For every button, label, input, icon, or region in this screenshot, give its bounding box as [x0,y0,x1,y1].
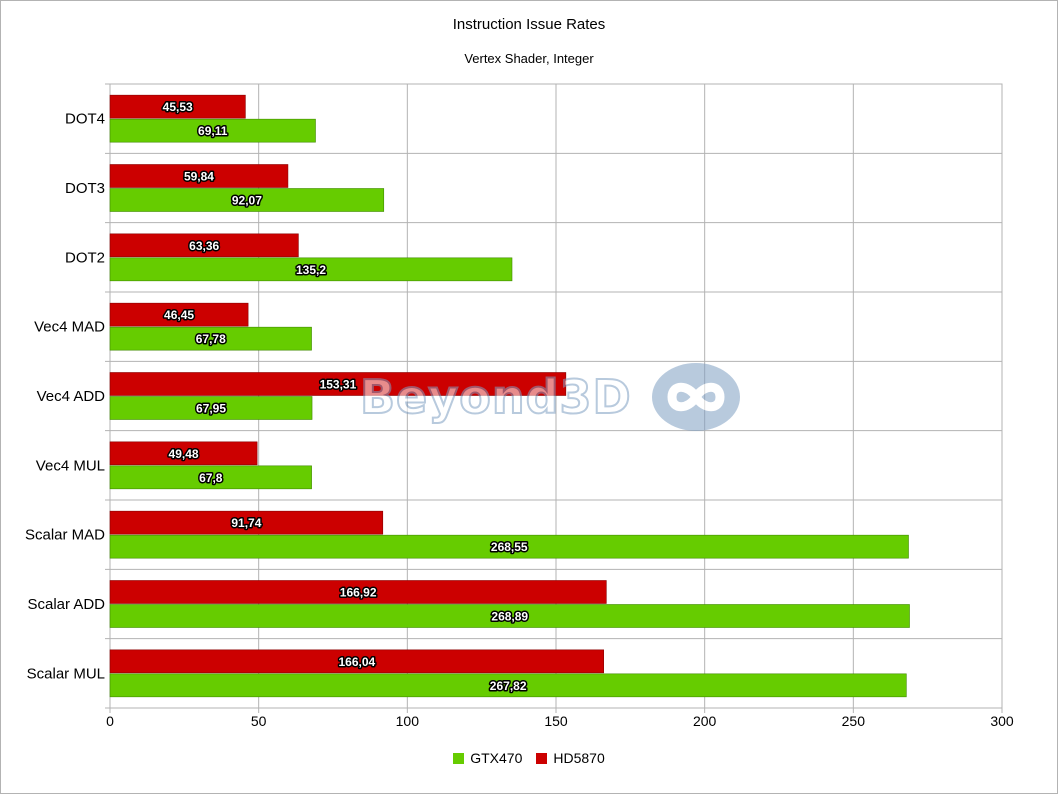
bar-hd5870 [109,233,299,258]
data-label-gtx470: 267,82 [490,679,527,693]
bar-gtx470 [109,604,910,628]
bar-hd5870 [109,649,604,674]
data-label-gtx470: 268,89 [491,610,528,624]
category-label: Scalar MAD [25,527,105,544]
data-label-gtx470: 67,8 [199,471,223,485]
data-label-outline-gtx470: 267,82 [490,679,527,693]
bar-gtx470 [109,188,385,212]
bar-gtx470 [109,396,313,420]
legend-swatch-gtx470 [453,752,465,764]
x-tick-label: 0 [106,713,114,729]
data-label-hd5870: 153,31 [320,378,357,392]
data-label-outline-hd5870: 59,84 [184,170,214,184]
data-label-outline-hd5870: 63,36 [189,239,219,253]
bar-hd5870 [109,164,289,188]
data-label-outline-gtx470: 135,2 [296,263,326,277]
data-label-outline-gtx470: 67,95 [196,402,226,416]
bar-hd5870 [109,302,249,327]
data-label-outline-hd5870: 45,53 [163,100,193,114]
legend: GTX470 HD5870 [0,750,1058,766]
x-tick-label: 250 [842,713,866,729]
data-label-outline-gtx470: 67,78 [196,332,226,346]
data-label-hd5870: 59,84 [184,170,214,184]
data-label-hd5870: 63,36 [189,239,219,253]
data-label-outline-hd5870: 49,48 [169,447,199,461]
data-label-outline-hd5870: 166,92 [340,586,377,600]
data-label-gtx470: 67,78 [196,332,226,346]
data-label-outline-gtx470: 67,8 [199,471,223,485]
data-label-outline-gtx470: 92,07 [232,194,262,208]
data-label-hd5870: 46,45 [164,308,194,322]
category-label: DOT2 [65,249,105,266]
bar-hd5870 [109,580,607,604]
legend-label-gtx470: GTX470 [470,750,523,766]
data-label-hd5870: 166,92 [340,586,377,600]
legend-item-gtx470: GTX470 [453,750,522,766]
data-label-outline-gtx470: 69,11 [198,124,228,138]
category-label: Vec4 MAD [34,319,105,336]
data-label-hd5870: 49,48 [169,447,199,461]
category-label: Vec4 MUL [36,457,105,474]
data-label-gtx470: 268,55 [491,540,528,554]
bar-gtx470 [109,118,316,143]
data-label-gtx470: 135,2 [296,263,326,277]
legend-label-hd5870: HD5870 [553,750,605,766]
x-tick-label: 50 [251,713,267,729]
x-tick-label: 300 [990,713,1014,729]
category-label: Vec4 ADD [37,388,106,405]
x-tick-label: 150 [544,713,568,729]
data-label-outline-gtx470: 268,89 [491,610,528,624]
bar-gtx470 [109,465,312,490]
bar-hd5870 [109,372,567,396]
data-label-outline-hd5870: 166,04 [338,655,375,669]
plot-border [109,83,1003,709]
data-label-outline-gtx470: 268,55 [491,540,528,554]
data-label-hd5870: 91,74 [231,516,261,530]
data-label-gtx470: 69,11 [198,124,228,138]
data-label-hd5870: 166,04 [338,655,375,669]
category-label: Scalar MUL [27,665,105,682]
data-label-gtx470: 67,95 [196,402,226,416]
data-label-hd5870: 45,53 [163,100,193,114]
category-label: DOT3 [65,180,105,197]
chart-title: Instruction Issue Rates [452,16,606,33]
bar-gtx470 [109,534,909,559]
x-tick-label: 100 [396,713,420,729]
category-label: Scalar ADD [27,596,105,613]
data-label-outline-hd5870: 91,74 [231,516,261,530]
bar-gtx470 [109,326,312,351]
bar-hd5870 [109,510,384,535]
bar-gtx470 [109,257,513,282]
chart-subtitle: Vertex Shader, Integer [464,51,594,66]
data-label-gtx470: 92,07 [232,194,262,208]
data-label-outline-hd5870: 46,45 [164,308,194,322]
bar-gtx470 [109,673,907,698]
category-label: DOT4 [65,111,105,128]
legend-item-hd5870: HD5870 [536,750,605,766]
legend-swatch-hd5870 [536,752,548,764]
data-label-outline-hd5870: 153,31 [320,378,357,392]
x-tick-label: 200 [693,713,717,729]
bar-hd5870 [109,441,258,466]
bar-hd5870 [109,94,246,119]
